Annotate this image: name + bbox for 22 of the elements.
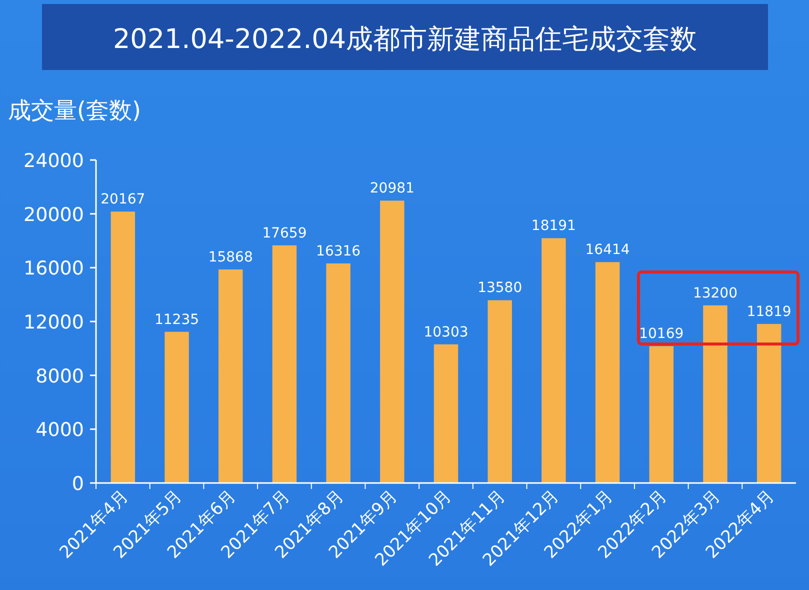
y-tick-label: 4000 xyxy=(36,419,84,442)
data-label: 10169 xyxy=(639,326,684,342)
data-label: 20167 xyxy=(100,192,146,208)
data-label: 11819 xyxy=(746,304,792,320)
y-tick-label: 16000 xyxy=(24,258,84,280)
y-tick-label: 12000 xyxy=(24,312,84,334)
data-label: 16414 xyxy=(585,242,630,258)
data-label: 20981 xyxy=(370,180,414,197)
y-tick-label: 20000 xyxy=(24,204,84,226)
data-label: 13580 xyxy=(478,280,522,296)
y-tick-label: 24000 xyxy=(24,150,84,172)
y-tick-label: 8000 xyxy=(36,365,84,388)
y-tick-label: 0 xyxy=(72,473,84,495)
chart-title: 2021.04-2022.04成都市新建商品住宅成交套数 xyxy=(112,24,698,55)
data-label: 11235 xyxy=(154,312,200,328)
data-label: 16316 xyxy=(316,243,361,260)
data-label: 17659 xyxy=(262,225,307,242)
data-label: 13200 xyxy=(692,285,738,302)
y-axis-title: 成交量(套数) xyxy=(8,98,141,124)
data-label: 10303 xyxy=(424,324,468,340)
data-label: 15868 xyxy=(208,249,253,266)
data-label: 18191 xyxy=(531,218,576,234)
